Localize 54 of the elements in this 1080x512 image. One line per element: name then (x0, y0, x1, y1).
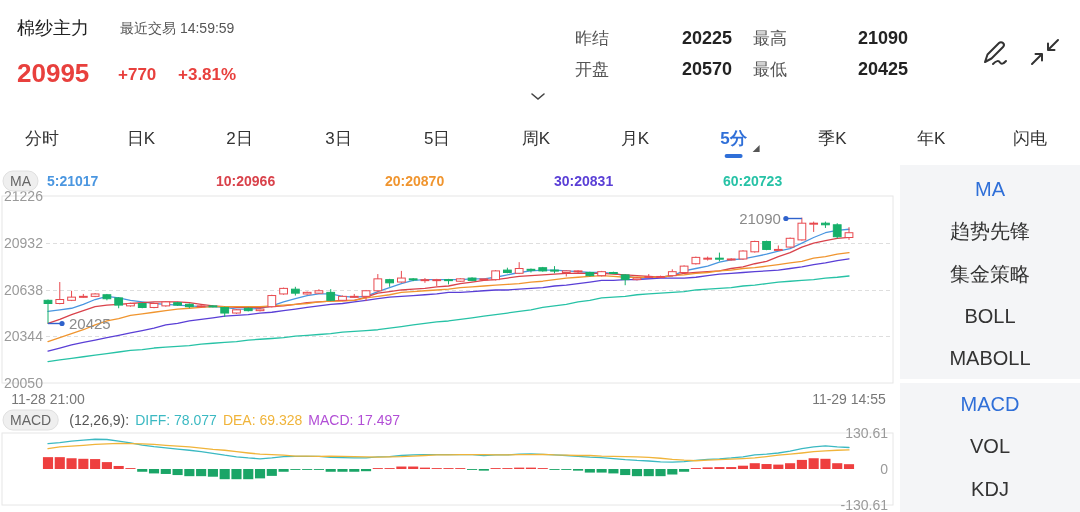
tab-label: 日K (126, 128, 155, 148)
legend-title-text: MA (10, 173, 31, 189)
legend-item: 5:21017 (47, 173, 99, 189)
legend-note: (12,26,9): (69, 412, 130, 428)
legend-item: 30:20831 (554, 173, 614, 189)
tab-label: 分时 (25, 128, 59, 148)
menu-label: VOL (970, 435, 1010, 458)
legend-note: MACD: 17.497 (308, 412, 401, 428)
tab-label: 月K (620, 128, 649, 148)
header-text: 最低 (753, 59, 787, 79)
tab-label: 闪电 (1013, 128, 1047, 148)
legend-item: 20:20870 (385, 173, 445, 189)
tab-label: 5分 (720, 128, 747, 148)
header-text: 昨结 (575, 28, 609, 48)
y-tick-label: 20050 (4, 375, 43, 391)
tab-label: 季K (818, 128, 847, 148)
y-tick-label: 130.61 (845, 425, 888, 441)
menu-label: BOLL (964, 304, 1016, 327)
menu-label: MACD (960, 393, 1020, 415)
tab-label: 周K (521, 128, 551, 148)
header-text: 20570 (682, 59, 733, 79)
menu-label: KDJ (971, 477, 1009, 500)
y-tick-label: 20344 (4, 328, 43, 345)
tab-label: 年K (917, 128, 946, 148)
y-tick-label: 21226 (4, 188, 43, 204)
legend-item: DEA: 69.328 (222, 412, 303, 428)
x-tick-label: 11-28 21:00 (11, 391, 85, 407)
menu-label: MABOLL (949, 347, 1031, 370)
legend-item: DIFF: 78.077 (135, 412, 217, 428)
header-text: 最高 (753, 28, 787, 48)
header-text: 20225 (682, 28, 733, 48)
y-tick-label: 20638 (4, 281, 43, 298)
x-tick-label: 11-29 14:55 (812, 391, 886, 407)
title: 棉纱主力 (17, 18, 89, 38)
legend-item: 60:20723 (723, 173, 783, 189)
y-tick-label: 20932 (4, 234, 43, 251)
menu-label: MA (975, 178, 1005, 200)
header-text: 21090 (858, 28, 909, 48)
y-tick-label: 0 (880, 461, 888, 477)
y-tick-label: -130.61 (840, 497, 888, 512)
header-text: 20995 (17, 58, 90, 88)
header-text: +770 (118, 64, 157, 84)
legend-item: 10:20966 (216, 173, 276, 189)
annotation-text: 21090 (739, 210, 781, 227)
header-text: +3.81% (178, 64, 237, 84)
tab-label: 5日 (423, 128, 451, 148)
tab-label: 3日 (325, 128, 352, 148)
tab-label: 2日 (226, 128, 253, 148)
header-text: 20425 (858, 59, 909, 79)
header-text: 最近交易 14:59:59 (120, 20, 235, 36)
header-text: 开盘 (575, 59, 609, 79)
legend-title-text: MACD (10, 412, 52, 428)
menu-label: 集金策略 (950, 262, 1030, 285)
menu-label: 趋势先锋 (950, 220, 1030, 243)
